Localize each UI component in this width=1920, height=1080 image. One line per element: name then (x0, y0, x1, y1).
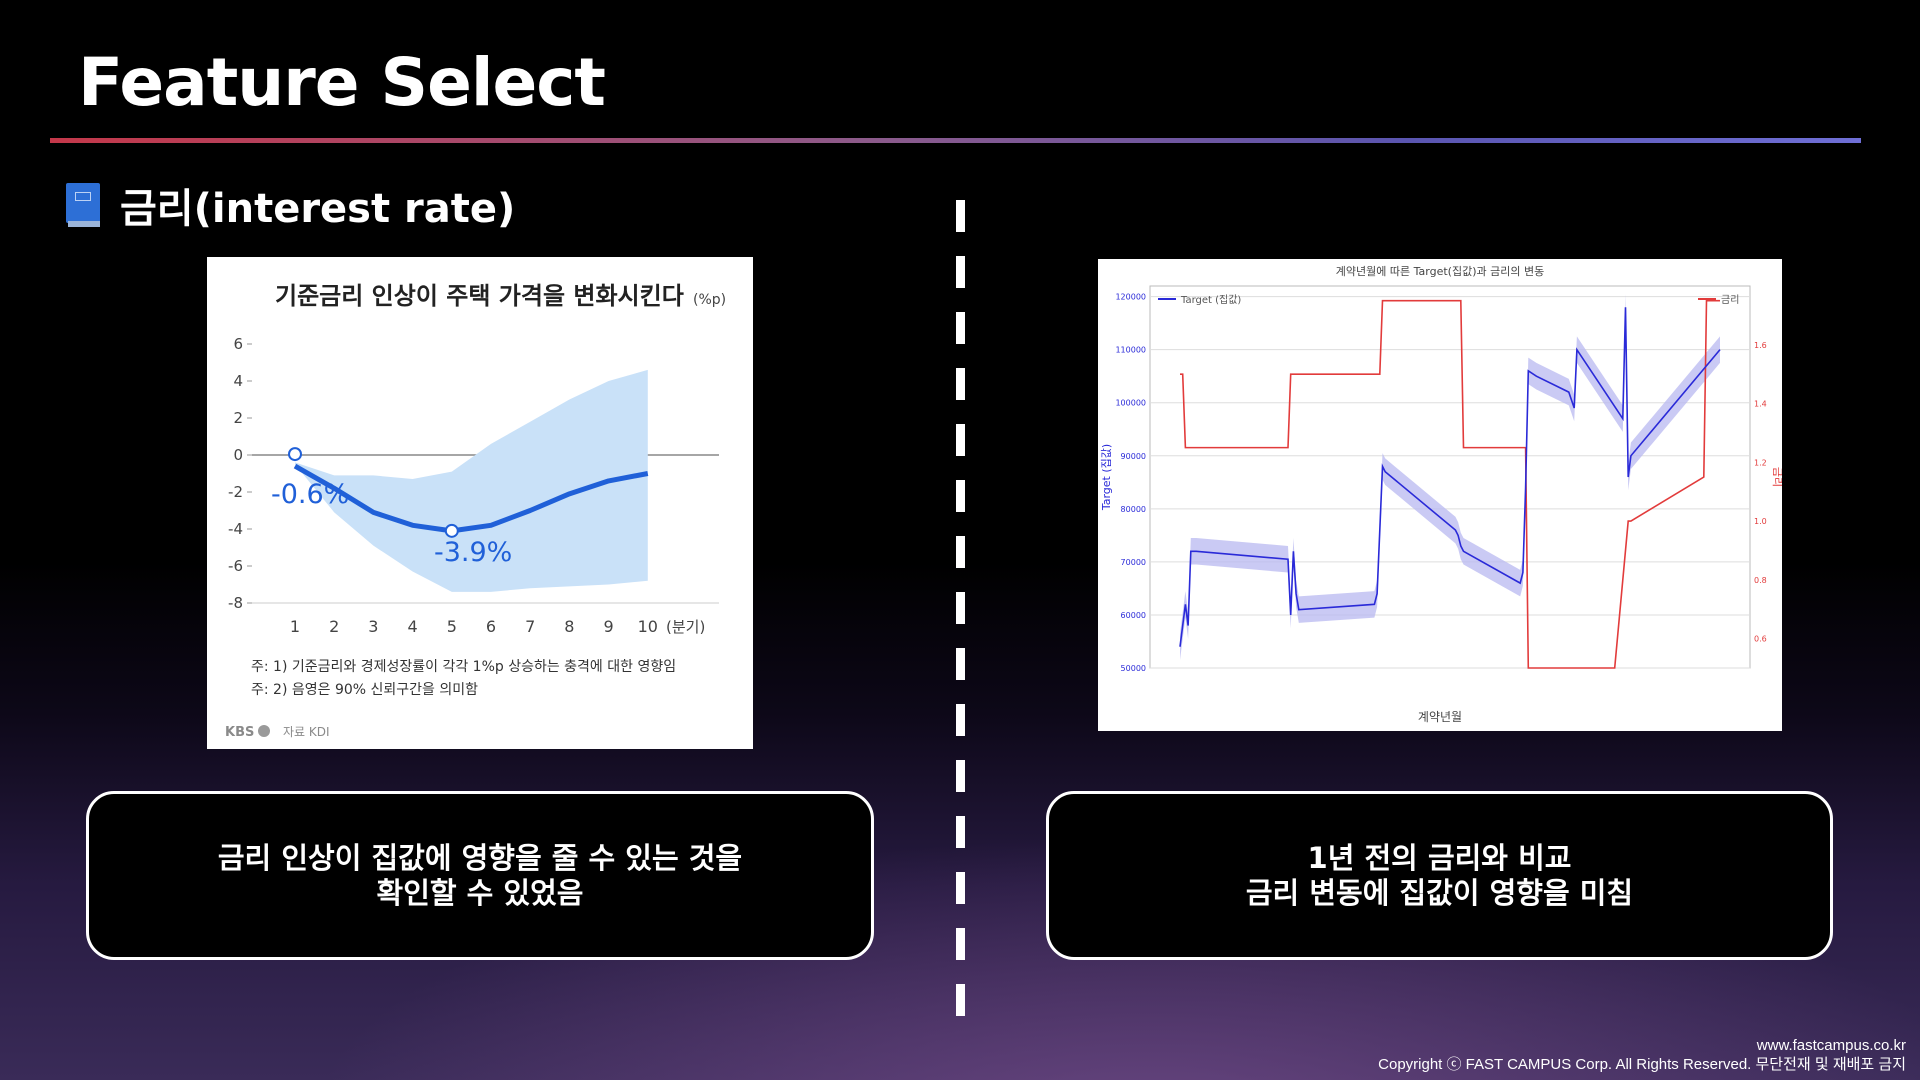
right-summary-box: 1년 전의 금리와 비교 금리 변동에 집값이 영향을 미침 (1046, 791, 1833, 960)
section-label: 금리(interest rate) (120, 186, 516, 232)
x-tick-label: 3 (368, 617, 378, 636)
y-right-tick-label: 0.6 (1754, 635, 1767, 644)
target-band (1180, 293, 1720, 661)
y-right-tick-label: 1.0 (1754, 517, 1767, 526)
left-summary-box: 금리 인상이 집값에 영향을 줄 수 있는 것을 확인할 수 있었음 (86, 791, 874, 960)
y-tick-label: -4 (228, 520, 243, 538)
annotation-q1: -0.6% (271, 479, 349, 510)
x-tick-label: 1 (290, 617, 300, 636)
rate-series-line (1180, 299, 1720, 669)
target-vs-rate-svg: 계약년월에 따른 Target(집값)과 금리의 변동 120000 110000… (1100, 264, 1782, 724)
footer-site: www.fastcampus.co.kr (1756, 1037, 1906, 1054)
source-label: 자료 KDI (283, 725, 330, 739)
section-header: 금리(interest rate) (66, 176, 515, 234)
x-tick-label: 7 (525, 617, 535, 636)
y-axis-right-label: 금리 (1771, 467, 1782, 487)
source-brand: KBS (225, 725, 254, 740)
y-left-tick-label: 60000 (1121, 611, 1146, 620)
y-right-tick-label: 0.8 (1754, 576, 1767, 585)
y-left-tick-label: 100000 (1115, 399, 1146, 408)
y-right-tick-label: 1.6 (1754, 341, 1767, 350)
x-tick-label: 4 (408, 617, 418, 636)
right-summary-line-1: 1년 전의 금리와 비교 (1307, 840, 1572, 875)
chart-unit: (%p) (693, 292, 726, 308)
chart-title: 계약년월에 따른 Target(집값)과 금리의 변동 (1336, 264, 1544, 278)
note-1: 주: 1) 기준금리와 경제성장률이 각각 1%p 상승하는 충격에 대한 영향… (251, 659, 676, 675)
left-summary-line-1: 금리 인상이 집값에 영향을 줄 수 있는 것을 (217, 840, 743, 875)
book-icon (66, 183, 100, 227)
footer-copyright: Copyright ⓒ FAST CAMPUS Corp. All Rights… (1378, 1056, 1906, 1073)
confidence-band (295, 369, 648, 592)
y-left-tick-label: 90000 (1121, 452, 1146, 461)
marker-q5 (444, 523, 459, 538)
marker-q1 (288, 447, 302, 462)
title-underline (50, 138, 1861, 143)
y-left-tick-label: 70000 (1121, 558, 1146, 567)
y-right-tick-label: 1.4 (1754, 400, 1767, 409)
note-2: 주: 2) 음영은 90% 신뢰구간을 의미함 (251, 682, 478, 698)
y-tick-label: -8 (228, 594, 243, 612)
y-tick-label: 0 (233, 446, 243, 464)
interest-rate-impact-chart: 기준금리 인상이 주택 가격을 변화시킨다 (%p) 6 4 2 0 -2 -4 -6 -8 … (207, 257, 753, 749)
y-tick-label: -6 (228, 557, 243, 575)
y-left-tick-label: 110000 (1115, 346, 1146, 355)
x-axis-label: 계약년월 (1418, 709, 1462, 724)
footer: www.fastcampus.co.kr Copyright ⓒ FAST CA… (1378, 1036, 1906, 1074)
interest-rate-impact-svg: 기준금리 인상이 주택 가격을 변화시킨다 (%p) 6420-2-4-6-8 … (225, 282, 726, 740)
x-tick-label: 6 (486, 617, 496, 636)
y-axis-left-label: Target (집값) (1100, 444, 1113, 511)
legend-target-label: Target (집값) (1180, 294, 1241, 306)
x-tick-label: 8 (564, 617, 574, 636)
x-unit-label: (분기) (666, 618, 705, 636)
target-series-line (1179, 307, 1721, 647)
right-summary-line-2: 금리 변동에 집값이 영향을 미침 (1245, 875, 1634, 910)
impact-series-line (293, 463, 649, 534)
x-tick-label: 10 (638, 617, 658, 636)
x-tick-label: 9 (604, 617, 614, 636)
brand-logo-dot (258, 725, 270, 737)
chart-title: 기준금리 인상이 주택 가격을 변화시킨다 (275, 282, 684, 310)
y-tick-label: 6 (233, 335, 243, 353)
y-right-tick-label: 1.2 (1754, 458, 1767, 467)
y-tick-label: 4 (233, 372, 243, 390)
target-vs-rate-chart: 계약년월에 따른 Target(집값)과 금리의 변동 120000 110000… (1098, 259, 1782, 731)
dashed-divider (956, 200, 965, 1016)
left-summary-line-2: 확인할 수 있었음 (376, 875, 584, 910)
x-tick-label: 2 (329, 617, 339, 636)
y-tick-label: 2 (233, 409, 243, 427)
annotation-q5: -3.9% (434, 537, 512, 568)
x-tick-label: 5 (447, 617, 457, 636)
y-tick-label: -2 (228, 483, 243, 501)
plot-frame (1149, 285, 1751, 669)
y-left-tick-label: 50000 (1121, 664, 1146, 673)
y-left-tick-label: 120000 (1115, 293, 1146, 302)
legend-rate-label: 금리 (1721, 294, 1739, 306)
slide-title: Feature Select (78, 44, 606, 121)
y-left-tick-label: 80000 (1121, 505, 1146, 514)
